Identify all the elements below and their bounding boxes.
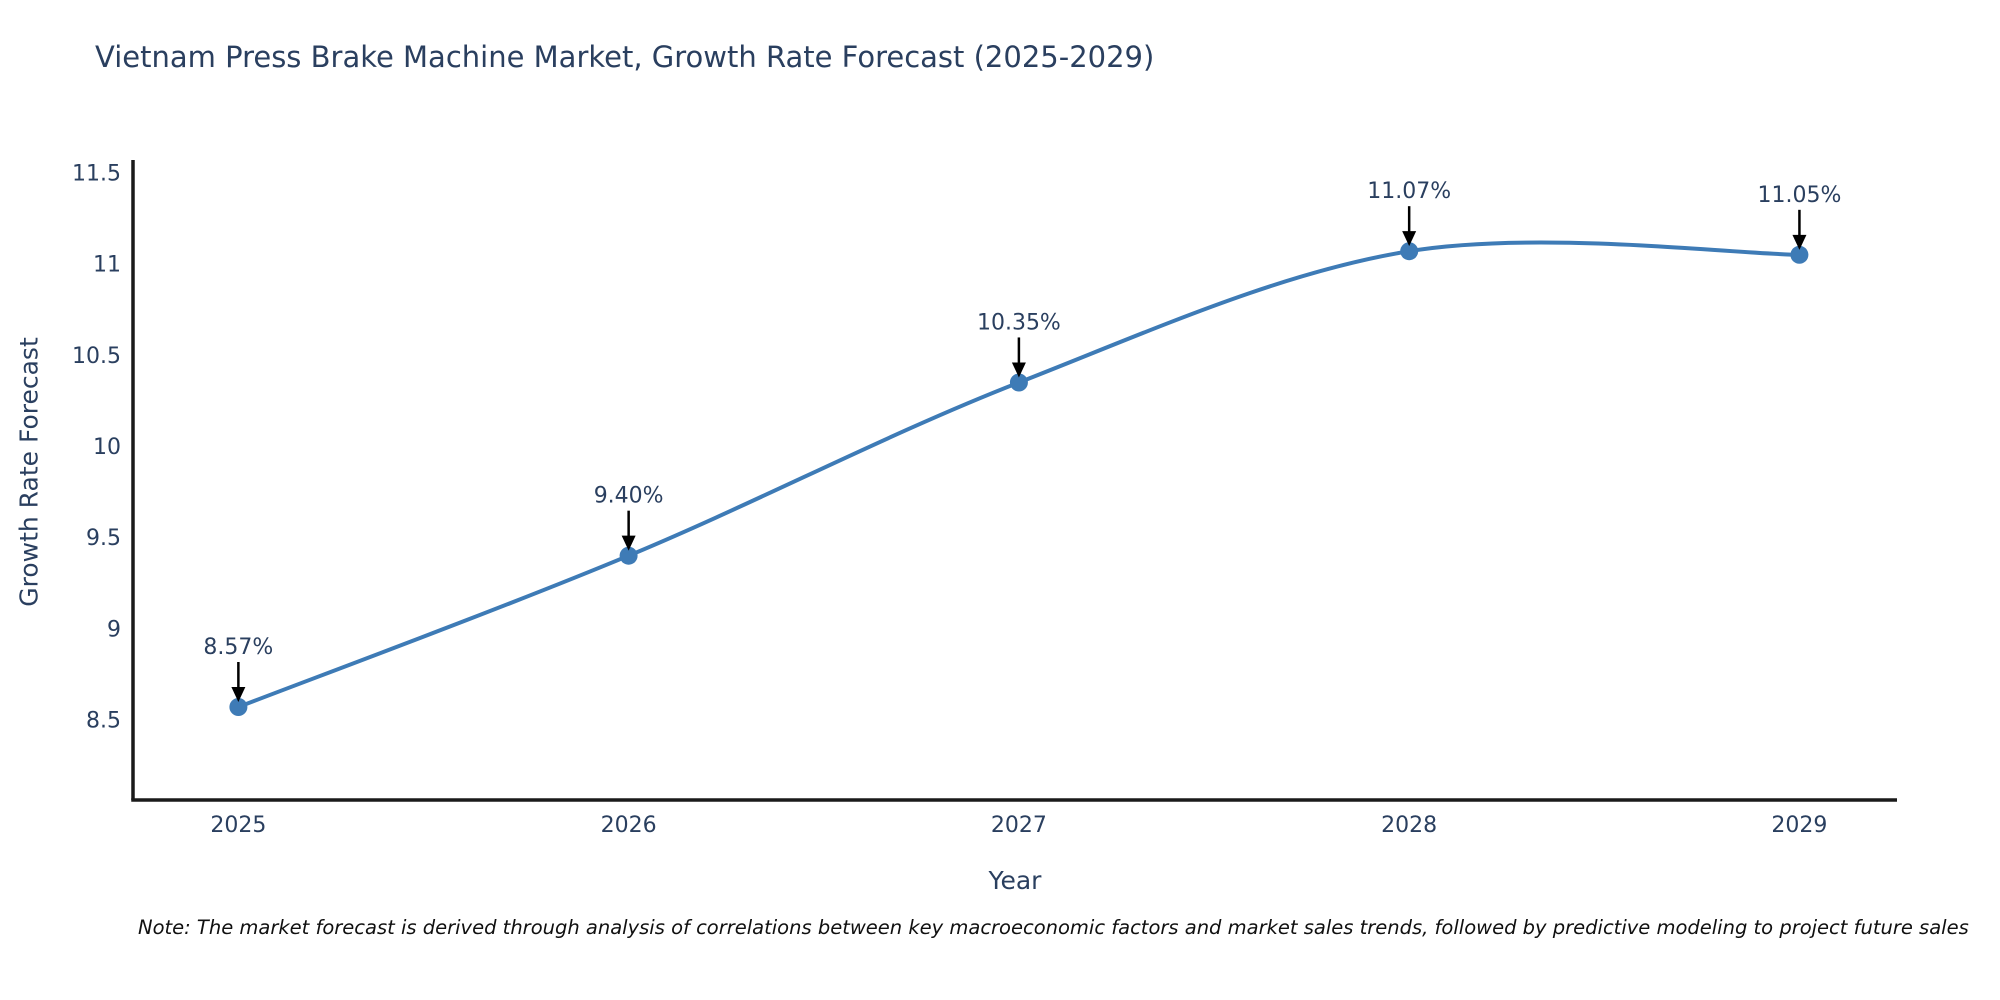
x-tick-label: 2029 (1771, 813, 1827, 838)
annotation-arrowhead (1792, 234, 1807, 250)
data-point-marker (619, 546, 638, 565)
x-tick-label: 2028 (1381, 813, 1437, 838)
y-tick-label: 11 (93, 253, 121, 278)
y-tick-label: 9 (107, 617, 121, 642)
x-tick-label: 2026 (601, 813, 657, 838)
x-tick-label: 2025 (210, 813, 266, 838)
x-axis-title: Year (988, 866, 1042, 895)
annotation-label: 8.57% (203, 635, 273, 660)
y-tick-label: 11.5 (72, 161, 121, 186)
annotation-arrowhead (231, 687, 246, 703)
x-axis-ticks: 2025 2026 2027 2028 2029 (210, 813, 1827, 838)
annotation-label: 9.40% (594, 484, 664, 509)
y-tick-label: 10.5 (72, 344, 121, 369)
chart-title: Vietnam Press Brake Machine Market, Grow… (95, 40, 1155, 74)
series-growth-rate (229, 240, 1809, 716)
annotations: 8.57% 9.40% 10.35% 11.07% 11.05% (203, 179, 1841, 703)
annotation-label: 11.05% (1757, 183, 1841, 208)
annotation-arrowhead (1402, 231, 1417, 247)
annotation-label: 10.35% (977, 310, 1061, 335)
y-tick-label: 8.5 (86, 708, 121, 733)
y-tick-label: 10 (93, 435, 121, 460)
data-point-marker (1790, 245, 1809, 264)
y-tick-label: 9.5 (86, 526, 121, 551)
annotation-arrowhead (621, 535, 636, 551)
data-point-marker (229, 698, 248, 716)
footnote: Note: The market forecast is derived thr… (138, 916, 1969, 939)
data-point-marker (1009, 373, 1028, 392)
axes (131, 160, 1897, 802)
data-point-marker (1400, 242, 1419, 261)
annotation-label: 11.07% (1367, 179, 1451, 204)
annotation-arrowhead (1011, 362, 1026, 378)
y-axis-ticks: 8.5 9 9.5 10 10.5 11 11.5 (72, 161, 121, 733)
x-tick-label: 2027 (991, 813, 1047, 838)
